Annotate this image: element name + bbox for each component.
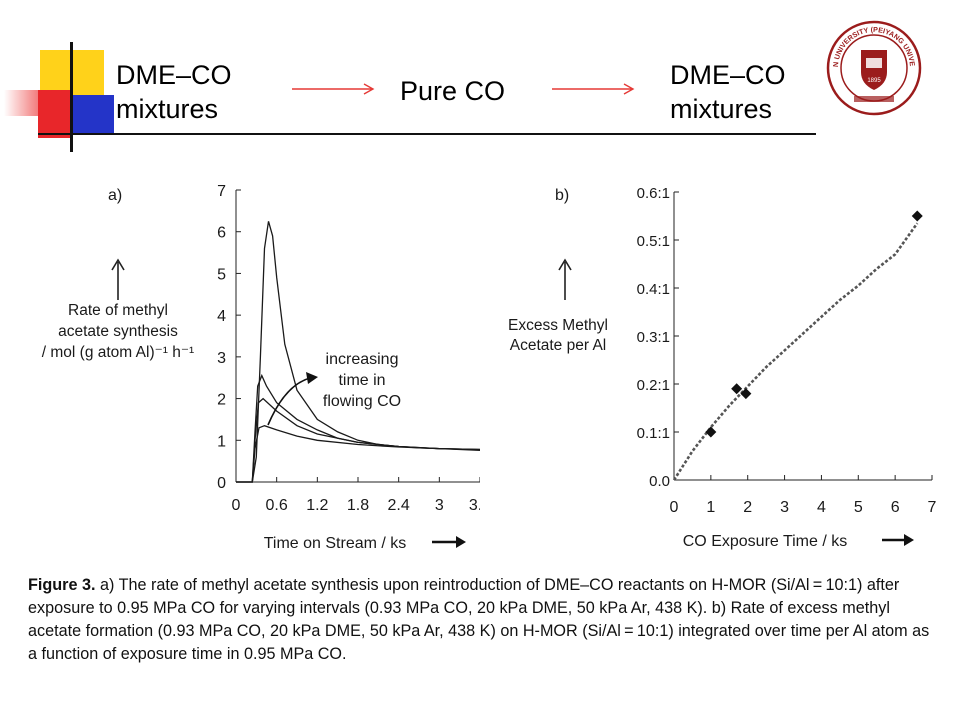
y-tick-label: 0.4:1 xyxy=(637,281,670,298)
x-tick-label: 1.2 xyxy=(306,497,328,514)
x-tick-label: 0 xyxy=(232,497,241,514)
annotation-text: time in xyxy=(338,372,385,389)
y-tick-label: 7 xyxy=(217,183,226,200)
x-tick-label: 3.6 xyxy=(469,497,480,514)
annotation-arrow xyxy=(267,377,311,426)
y-tick-label: 0 xyxy=(217,475,226,492)
data-point xyxy=(705,426,717,438)
y-label-arrow-head xyxy=(558,258,572,271)
y-axis-label: acetate synthesis xyxy=(58,323,178,340)
x-tick-label: 3 xyxy=(780,499,789,516)
x-label-arrow-head xyxy=(456,536,466,548)
caption-text: a) The rate of methyl acetate synthesis … xyxy=(28,576,930,663)
arrow-right-1 xyxy=(292,83,375,95)
panel-a-label: a) xyxy=(108,187,122,204)
logo-year: 1895 xyxy=(867,78,881,84)
figure-caption: Figure 3. a) The rate of methyl acetate … xyxy=(28,574,933,666)
x-tick-label: 5 xyxy=(854,499,863,516)
y-tick-label: 1 xyxy=(217,433,226,450)
y-tick-label: 0.3:1 xyxy=(637,329,670,346)
series-line-4 xyxy=(236,425,480,483)
y-axis-label: Excess Methyl xyxy=(508,317,608,334)
y-label-arrow-head xyxy=(111,258,125,271)
decoration-vertical-line xyxy=(70,42,73,152)
y-tick-label: 6 xyxy=(217,225,226,242)
x-tick-label: 4 xyxy=(817,499,826,516)
x-tick-label: 1.8 xyxy=(347,497,369,514)
x-tick-label: 2.4 xyxy=(388,497,410,514)
y-tick-label: 4 xyxy=(217,308,226,325)
x-tick-label: 1 xyxy=(706,499,715,516)
y-tick-label: 0.1:1 xyxy=(637,425,670,442)
y-tick-label: 0.2:1 xyxy=(637,377,670,394)
data-point xyxy=(740,388,752,400)
y-axis-label: Rate of methyl xyxy=(68,302,168,319)
x-tick-label: 3 xyxy=(435,497,444,514)
y-tick-label: 2 xyxy=(217,392,226,409)
header-middle-text: Pure CO xyxy=(400,76,506,106)
caption-label: Figure 3. xyxy=(28,576,96,594)
y-tick-label: 0.6:1 xyxy=(637,185,670,202)
y-axis-label: Acetate per Al xyxy=(510,337,607,354)
x-tick-label: 0 xyxy=(670,499,679,516)
y-tick-label: 0.5:1 xyxy=(637,233,670,250)
data-point xyxy=(731,383,743,395)
fit-line xyxy=(672,222,919,481)
header-right-text: DME–CO mixtures xyxy=(670,60,786,124)
y-tick-label: 5 xyxy=(217,266,226,283)
header-middle-label: Pure CO xyxy=(400,74,505,108)
header-left-text: DME–CO mixtures xyxy=(116,60,232,124)
y-tick-label: 0.0 xyxy=(649,473,670,490)
arrow-right-2 xyxy=(552,83,635,95)
y-tick-label: 3 xyxy=(217,350,226,367)
x-tick-label: 0.6 xyxy=(266,497,288,514)
chart-a: a) 0 1 2 3 4 5 6 7 0 0.6 1.2 1.8 2.4 3 3.6 Rate of methy… xyxy=(42,183,480,550)
x-tick-label: 6 xyxy=(891,499,900,516)
data-point xyxy=(911,210,923,222)
header-right-label: DME–CO mixtures xyxy=(670,58,820,126)
panel-b-label: b) xyxy=(555,187,569,204)
x-label-arrow-head xyxy=(904,534,914,546)
annotation-text: flowing CO xyxy=(323,393,401,410)
x-axis-label: Time on Stream / ks xyxy=(264,535,407,550)
x-tick-label: 2 xyxy=(743,499,752,516)
chart-b: b) 0.0 0.1:1 0.2:1 0.3:1 0.4:1 0.5:1 0.6:1 0 1 2 3 4… xyxy=(508,185,937,550)
x-tick-label: 7 xyxy=(928,499,937,516)
y-axis-label: / mol (g atom Al)⁻¹ h⁻¹ xyxy=(42,344,194,361)
header-left-label: DME–CO mixtures xyxy=(116,58,286,126)
decoration-red-square xyxy=(38,90,72,138)
annotation-text: increasing xyxy=(326,351,399,368)
university-logo: TIANJIN UNIVERSITY (PEIYANG UNIVERSITY) … xyxy=(826,20,922,116)
annotation-arrow-head xyxy=(306,372,318,384)
decoration-horizontal-line xyxy=(38,133,816,135)
x-axis-label: CO Exposure Time / ks xyxy=(683,533,848,550)
